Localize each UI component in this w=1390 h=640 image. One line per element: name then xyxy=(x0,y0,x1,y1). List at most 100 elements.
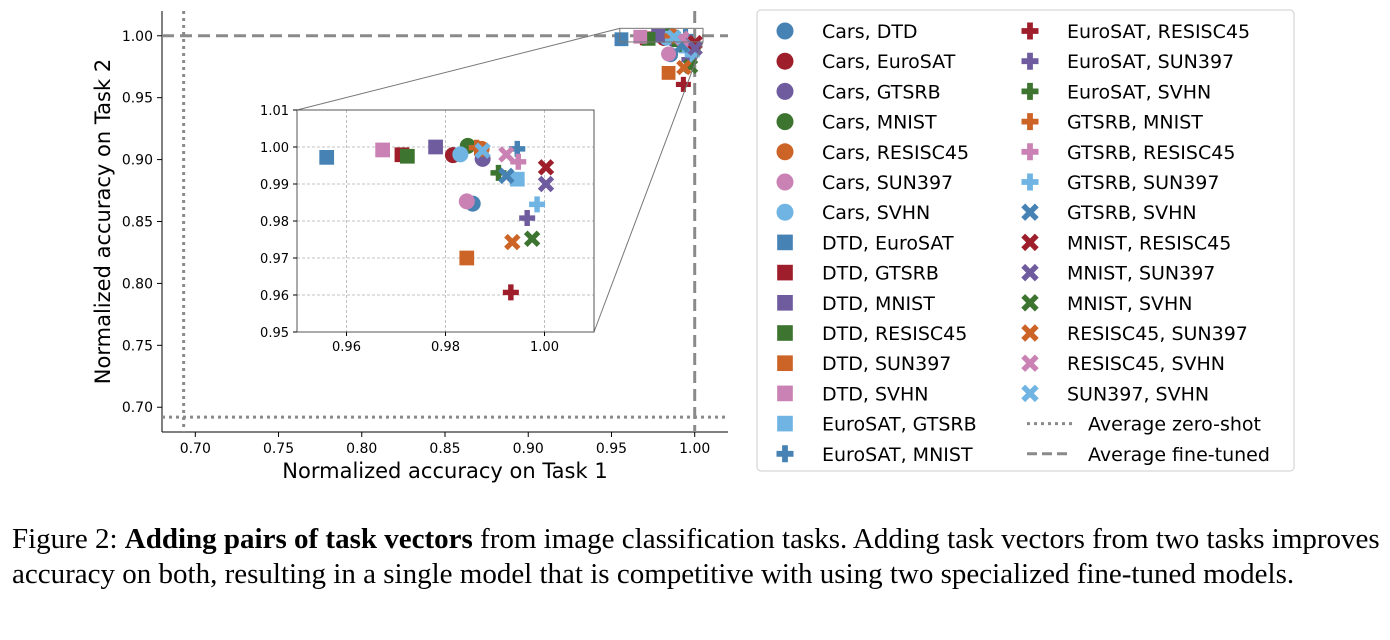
inset-point xyxy=(498,167,515,185)
legend-marker xyxy=(1021,173,1039,191)
legend-label: GTSRB, MNIST xyxy=(1067,112,1203,134)
legend-label: RESISC45, SUN397 xyxy=(1067,323,1248,345)
legend-label: RESISC45, SVHN xyxy=(1067,353,1225,375)
x-tick-label: 0.95 xyxy=(596,441,627,457)
legend-marker xyxy=(776,52,794,70)
legend-marker xyxy=(777,355,793,372)
legend-label: EuroSAT, SUN397 xyxy=(1067,51,1234,73)
legend-label: MNIST, SUN397 xyxy=(1067,263,1215,285)
zoom-connector-line xyxy=(296,27,620,111)
legend-label: EuroSAT, MNIST xyxy=(822,444,973,466)
legend-label: Average zero-shot xyxy=(1088,414,1261,436)
legend-marker xyxy=(1021,82,1039,100)
legend-item: EuroSAT, SVHN xyxy=(1021,81,1211,103)
legend-item: DTD, MNIST xyxy=(777,293,935,315)
legend-label: EuroSAT, SVHN xyxy=(1067,81,1211,103)
main-point xyxy=(661,46,677,62)
inset-point xyxy=(319,150,335,165)
legend-marker xyxy=(776,445,794,463)
x-axis-label: Normalized accuracy on Task 1 xyxy=(282,459,607,483)
inset-point xyxy=(509,171,525,187)
legend-item: DTD, GTSRB xyxy=(777,263,939,285)
zoom-connector-line xyxy=(593,41,704,333)
legend-marker xyxy=(776,203,794,221)
inset-point xyxy=(490,164,507,181)
legend-label: DTD, RESISC45 xyxy=(822,323,967,345)
legend-item: Cars, SVHN xyxy=(776,202,930,224)
inset-point xyxy=(459,250,475,266)
main-point xyxy=(661,66,676,80)
legend-marker xyxy=(776,22,794,40)
inset-point xyxy=(519,210,536,227)
legend-marker xyxy=(776,113,794,131)
x-tick-label: 1.00 xyxy=(679,441,710,457)
legend-item: EuroSAT, SUN397 xyxy=(1021,51,1234,73)
legend-item: DTD, SVHN xyxy=(777,383,929,405)
legend-item: MNIST, RESISC45 xyxy=(1021,232,1231,254)
main-point xyxy=(675,76,691,92)
inset-point xyxy=(523,230,541,247)
legend-marker xyxy=(1021,143,1039,161)
legend-marker xyxy=(777,415,793,432)
legend-marker xyxy=(1021,233,1039,252)
caption-bold: Adding pairs of task vectors xyxy=(124,523,473,555)
y-tick-label: 0.85 xyxy=(122,215,153,231)
legend-marker xyxy=(1021,384,1039,403)
inset-point xyxy=(428,139,443,155)
legend-item: Average zero-shot xyxy=(1027,414,1261,436)
legend-label: MNIST, RESISC45 xyxy=(1067,232,1231,254)
legend-item: GTSRB, RESISC45 xyxy=(1021,142,1235,164)
legend-item: Cars, DTD xyxy=(776,21,918,43)
inset-point xyxy=(529,196,546,213)
inset-point xyxy=(537,159,555,176)
legend-label: Cars, DTD xyxy=(822,21,918,43)
inset-point xyxy=(504,233,521,251)
legend-label: Cars, RESISC45 xyxy=(822,142,969,164)
legend-marker xyxy=(1021,22,1039,40)
legend-item: EuroSAT, GTSRB xyxy=(777,414,977,436)
main-point xyxy=(633,29,648,44)
legend-item: DTD, SUN397 xyxy=(777,353,951,375)
inset-point xyxy=(509,140,526,157)
inset-y-tick-label: 0.96 xyxy=(260,289,289,304)
inset-y-tick-label: 0.97 xyxy=(260,252,289,267)
x-tick-label: 0.80 xyxy=(346,441,377,457)
legend-label: Average fine-tuned xyxy=(1088,444,1270,466)
legend-item: MNIST, SUN397 xyxy=(1021,263,1215,285)
inset-point xyxy=(498,146,515,163)
legend-marker xyxy=(776,82,794,100)
inset-point xyxy=(375,142,390,158)
legend-label: Cars, SVHN xyxy=(822,202,930,224)
legend-item: RESISC45, SUN397 xyxy=(1021,323,1248,345)
legend-marker xyxy=(1021,324,1039,342)
inset-y-tick-label: 0.99 xyxy=(260,178,289,193)
scatter-figure: 0.70 0.75 0.80 0.85 0.90 0.95 1.00 0.70 0.75 0.80… xyxy=(91,9,1295,483)
y-tick-label: 0.70 xyxy=(122,400,153,416)
legend-label: Cars, EuroSAT xyxy=(822,51,956,73)
y-axis-label: Normalized accuracy on Task 2 xyxy=(91,59,115,384)
caption-label: Figure 2: xyxy=(12,523,125,555)
legend-marker xyxy=(777,234,793,251)
inset-point xyxy=(474,142,491,159)
y-tick-label: 0.75 xyxy=(122,338,153,354)
legend-label: DTD, SUN397 xyxy=(822,353,951,375)
figure-caption: Figure 2: Adding pairs of task vectors f… xyxy=(12,522,1382,592)
legend-label: DTD, SVHN xyxy=(822,383,929,405)
zoom-rectangle xyxy=(619,27,704,43)
legend-marker xyxy=(776,173,794,191)
x-tick-label: 0.70 xyxy=(180,441,211,457)
legend-item: GTSRB, MNIST xyxy=(1021,112,1203,134)
legend-marker xyxy=(1021,294,1039,312)
inset-x-tick-label: 0.98 xyxy=(431,340,460,355)
legend-item: Cars, GTSRB xyxy=(776,81,941,103)
inset-y-tick-label: 0.95 xyxy=(260,326,289,341)
x-tick-label: 0.90 xyxy=(513,441,544,457)
legend-label: GTSRB, SVHN xyxy=(1067,202,1197,224)
legend-item: Cars, RESISC45 xyxy=(776,142,969,164)
legend-item: SUN397, SVHN xyxy=(1021,383,1209,405)
legend-item: EuroSAT, MNIST xyxy=(776,444,973,466)
y-tick-label: 0.90 xyxy=(122,153,153,169)
caption-text: from image classification tasks. Adding … xyxy=(12,523,1380,590)
legend-label: SUN397, SVHN xyxy=(1067,383,1209,405)
legend-label: DTD, MNIST xyxy=(822,293,935,315)
